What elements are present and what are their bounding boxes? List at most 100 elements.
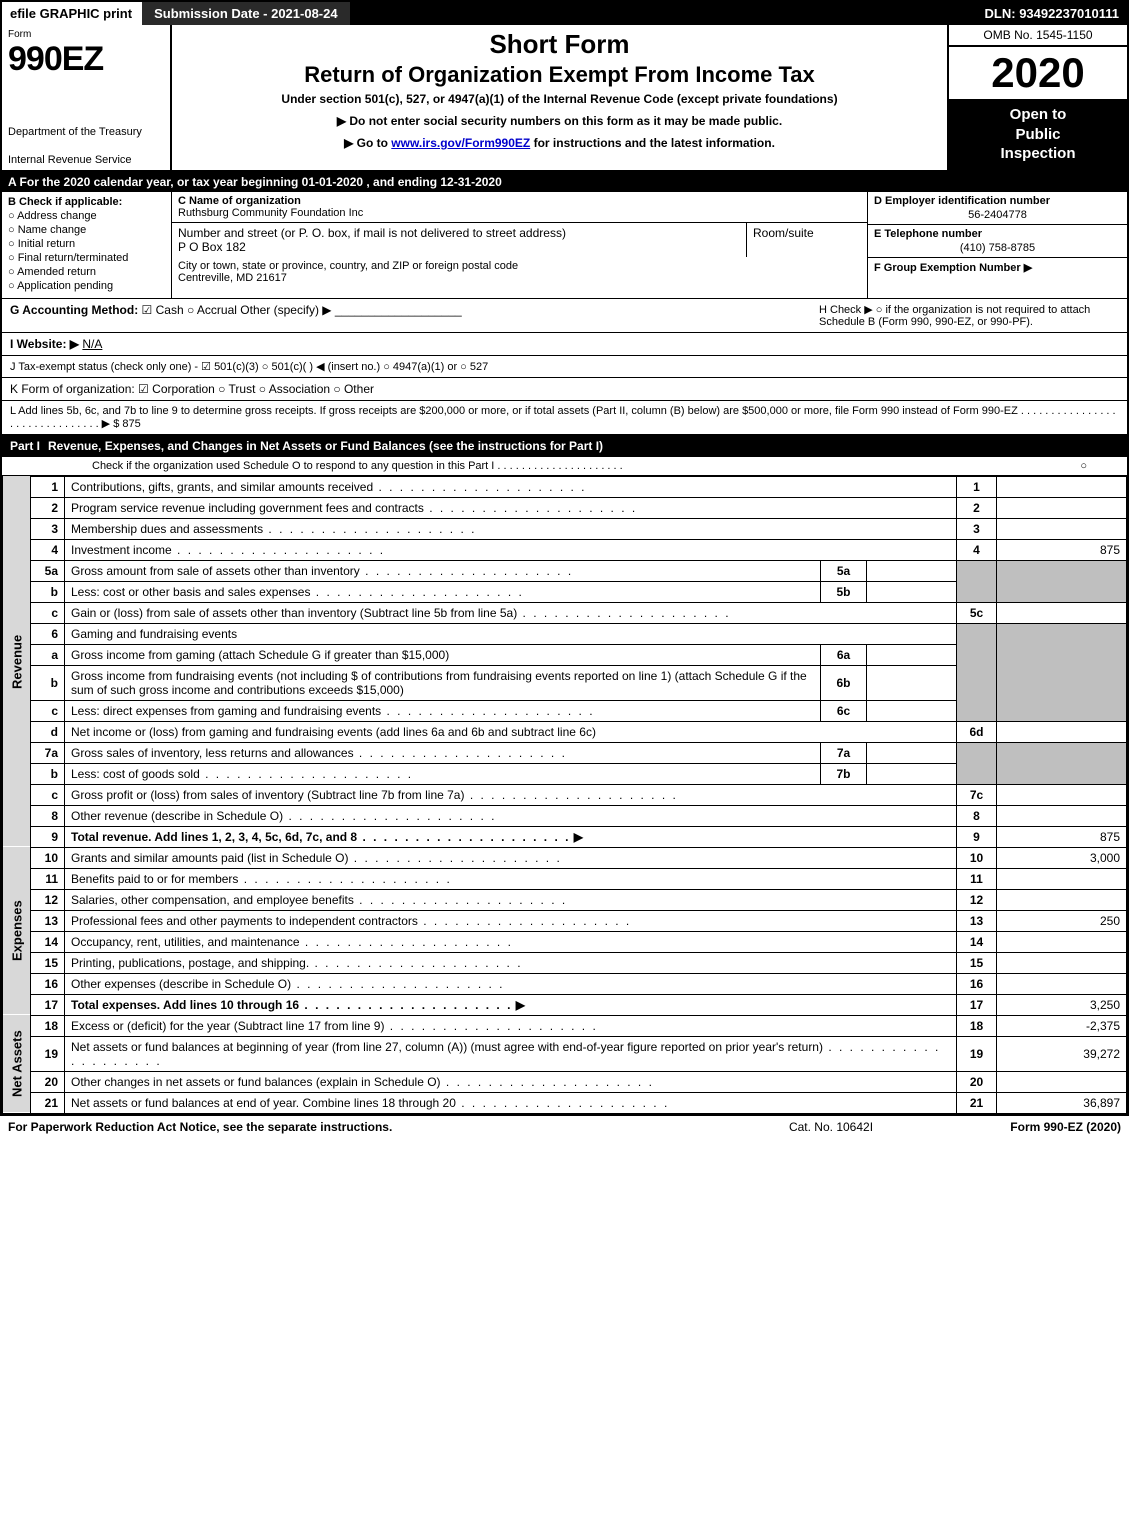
city-label: City or town, state or province, country…	[178, 260, 518, 272]
ln2-amt	[997, 497, 1127, 518]
ln14-amt	[997, 931, 1127, 952]
ln19-desc: Net assets or fund balances at beginning…	[65, 1036, 957, 1071]
row-j: J Tax-exempt status (check only one) - ☑…	[2, 356, 1127, 378]
ns-label: Number and street (or P. O. box, if mail…	[178, 226, 566, 240]
chk-final-return[interactable]: Final return/terminated	[8, 252, 165, 264]
ln6d-desc: Net income or (loss) from gaming and fun…	[65, 721, 957, 742]
shade-5ab-amt	[997, 560, 1127, 602]
part-i-sub-text: Check if the organization used Schedule …	[92, 460, 1057, 472]
efile-print-label[interactable]: efile GRAPHIC print	[2, 2, 140, 25]
g-other[interactable]: Other (specify) ▶	[240, 303, 331, 317]
ln5b-sub: 5b	[821, 581, 867, 602]
link-post: for instructions and the latest informat…	[530, 136, 775, 150]
ln17-desc: Total expenses. Add lines 10 through 16	[65, 994, 957, 1015]
ln13-ref: 13	[957, 910, 997, 931]
ln6c-val	[867, 700, 957, 721]
ln6-desc: Gaming and fundraising events	[65, 623, 957, 644]
shade-7ab-amt	[997, 742, 1127, 784]
city-state-zip: Centreville, MD 21617	[178, 272, 287, 284]
c-label: C Name of organization	[178, 195, 301, 207]
ln14-desc: Occupancy, rent, utilities, and maintena…	[65, 931, 957, 952]
street-address: P O Box 182	[178, 240, 246, 254]
title-return: Return of Organization Exempt From Incom…	[180, 62, 939, 88]
irs-link[interactable]: www.irs.gov/Form990EZ	[391, 136, 530, 150]
box-e: E Telephone number (410) 758-8785	[868, 225, 1127, 258]
footer-pra: For Paperwork Reduction Act Notice, see …	[8, 1120, 741, 1134]
ln2-desc: Program service revenue including govern…	[65, 497, 957, 518]
shade-5ab	[957, 560, 997, 602]
ln10-amt: 3,000	[997, 847, 1127, 868]
side-net-assets: Net Assets	[3, 1015, 31, 1113]
d-label: D Employer identification number	[874, 195, 1050, 207]
ln5c-desc: Gain or (loss) from sale of assets other…	[65, 602, 957, 623]
row-i: I Website: ▶ N/A	[2, 333, 1127, 356]
ln7b-sub: 7b	[821, 763, 867, 784]
side-expenses: Expenses	[3, 847, 31, 1015]
ln3-desc: Membership dues and assessments	[65, 518, 957, 539]
ln7a-val	[867, 742, 957, 763]
ln11-desc: Benefits paid to or for members	[65, 868, 957, 889]
ln1-desc: Contributions, gifts, grants, and simila…	[65, 476, 957, 497]
part-i-title: Revenue, Expenses, and Changes in Net As…	[48, 439, 1119, 453]
ln6c-desc: Less: direct expenses from gaming and fu…	[65, 700, 821, 721]
org-name: Ruthsburg Community Foundation Inc	[178, 207, 363, 219]
g-cash[interactable]: Cash	[142, 303, 184, 317]
shade-7ab	[957, 742, 997, 784]
ln2-ref: 2	[957, 497, 997, 518]
part-i-label: Part I	[10, 439, 48, 453]
form-990ez-page: efile GRAPHIC print Submission Date - 20…	[0, 0, 1129, 1116]
ln1-no: 1	[31, 476, 65, 497]
ln11-amt	[997, 868, 1127, 889]
ln19-ref: 19	[957, 1036, 997, 1071]
block-b-through-f: B Check if applicable: Address change Na…	[2, 192, 1127, 299]
header-left: Form 990EZ Department of the Treasury In…	[2, 25, 172, 170]
ln4-amt: 875	[997, 539, 1127, 560]
ln17-ref: 17	[957, 994, 997, 1015]
part-i-sub-checkbox[interactable]: ○	[1057, 460, 1087, 472]
ln10-desc: Grants and similar amounts paid (list in…	[65, 847, 957, 868]
row-g-h: G Accounting Method: Cash Accrual Other …	[2, 299, 1127, 333]
chk-initial-return[interactable]: Initial return	[8, 238, 165, 250]
ln1-ref: 1	[957, 476, 997, 497]
ln5b-val	[867, 581, 957, 602]
shade-6-amt	[997, 623, 1127, 721]
h-text: H Check ▶ ○ if the organization is not r…	[819, 303, 1119, 328]
ln17-amt: 3,250	[997, 994, 1127, 1015]
ln15-ref: 15	[957, 952, 997, 973]
ln5a-val	[867, 560, 957, 581]
ln16-amt	[997, 973, 1127, 994]
open-line3: Inspection	[1000, 145, 1075, 162]
ln21-ref: 21	[957, 1092, 997, 1113]
ln11-ref: 11	[957, 868, 997, 889]
chk-address-change[interactable]: Address change	[8, 210, 165, 222]
g-label: G Accounting Method:	[10, 303, 138, 317]
topbar-spacer	[350, 2, 977, 25]
ln15-desc: Printing, publications, postage, and shi…	[65, 952, 957, 973]
ln5c-amt	[997, 602, 1127, 623]
box-f: F Group Exemption Number ▶	[868, 258, 1127, 277]
chk-name-change[interactable]: Name change	[8, 224, 165, 236]
ln21-desc: Net assets or fund balances at end of ye…	[65, 1092, 957, 1113]
row-k: K Form of organization: ☑ Corporation ○ …	[2, 378, 1127, 401]
chk-application-pending[interactable]: Application pending	[8, 280, 165, 292]
form-number: 990EZ	[8, 40, 164, 79]
ln21-amt: 36,897	[997, 1092, 1127, 1113]
omb-number: OMB No. 1545-1150	[949, 25, 1127, 47]
ln6d-amt	[997, 721, 1127, 742]
row-city: City or town, state or province, country…	[172, 257, 867, 287]
ln6b-desc: Gross income from fundraising events (no…	[65, 665, 821, 700]
chk-amended-return[interactable]: Amended return	[8, 266, 165, 278]
ln18-ref: 18	[957, 1015, 997, 1036]
ln20-desc: Other changes in net assets or fund bala…	[65, 1071, 957, 1092]
ln5b-desc: Less: cost or other basis and sales expe…	[65, 581, 821, 602]
row-org-name: C Name of organization Ruthsburg Communi…	[172, 192, 867, 223]
box-d-e-f: D Employer identification number 56-2404…	[867, 192, 1127, 298]
dept-treasury: Department of the Treasury	[8, 126, 164, 138]
title-sub: Under section 501(c), 527, or 4947(a)(1)…	[180, 92, 939, 106]
dln: DLN: 93492237010111	[977, 2, 1127, 25]
g-accrual[interactable]: Accrual	[187, 303, 237, 317]
ln8-desc: Other revenue (describe in Schedule O)	[65, 805, 957, 826]
open-line2: Public	[1015, 126, 1060, 143]
part-i-table: Revenue 1 Contributions, gifts, grants, …	[2, 476, 1127, 1114]
ln12-desc: Salaries, other compensation, and employ…	[65, 889, 957, 910]
